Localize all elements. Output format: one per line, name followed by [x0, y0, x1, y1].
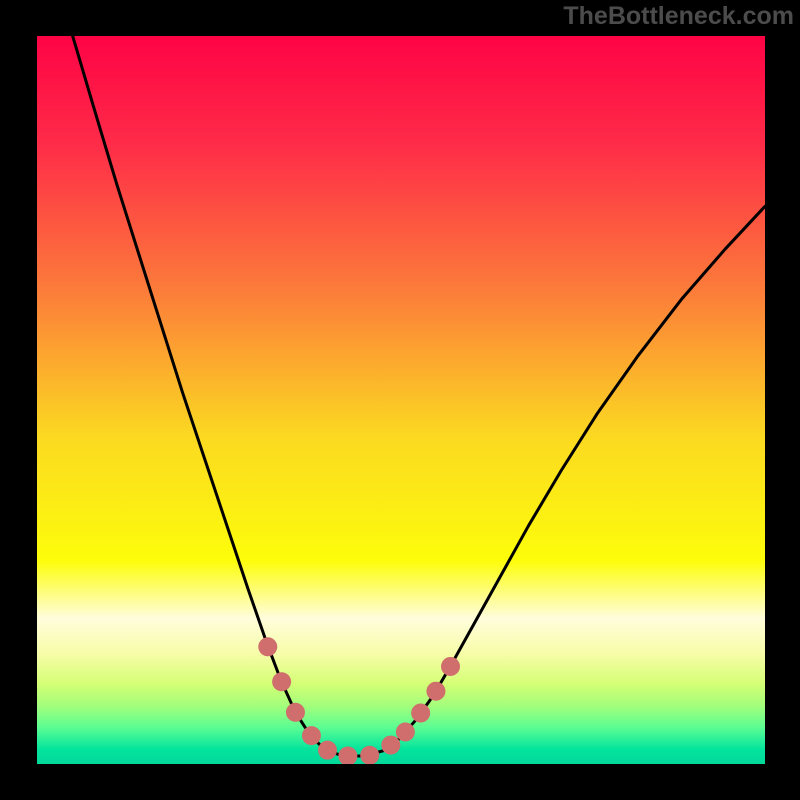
- curve-marker: [396, 722, 415, 741]
- curve-marker: [441, 657, 460, 676]
- curve-marker: [426, 682, 445, 701]
- curve-marker: [258, 637, 277, 656]
- curve-marker: [302, 726, 321, 745]
- curve-marker: [272, 672, 291, 691]
- watermark-text: TheBottleneck.com: [563, 2, 794, 31]
- chart-container: TheBottleneck.com: [0, 0, 800, 800]
- curve-marker: [338, 746, 357, 764]
- curve-marker: [318, 741, 337, 760]
- curve-marker: [381, 736, 400, 755]
- curve-marker: [286, 703, 305, 722]
- bottleneck-curve: [73, 36, 765, 756]
- curve-marker: [360, 746, 379, 764]
- plot-area: [37, 36, 765, 764]
- curve-marker: [411, 704, 430, 723]
- curve-layer: [37, 36, 765, 764]
